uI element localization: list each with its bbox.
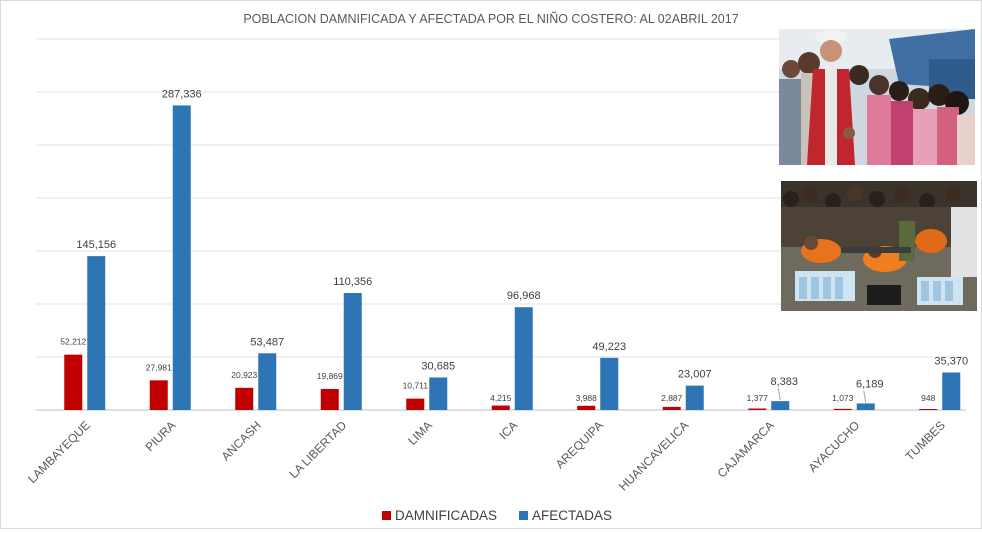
bar-damnificadas-lima [406, 398, 425, 410]
bar-afectadas-ancash [258, 353, 277, 410]
bar-afectadas-lambayeque [87, 256, 106, 410]
x-tick-label-lambayeque: LAMBAYEQUE [25, 418, 93, 486]
leader-line-cajamarca [777, 388, 781, 401]
bar-afectadas-ayacucho [856, 403, 875, 410]
data-label-damnificadas-piura: 27,981 [146, 362, 172, 372]
bar-damnificadas-ayacucho [833, 408, 852, 410]
x-tick-label-huancavelica: HUANCAVELICA [616, 418, 691, 493]
data-label-damnificadas-lambayeque: 52,212 [60, 337, 86, 347]
legend-swatch-afectadas [519, 511, 528, 520]
bar-afectadas-lima [429, 377, 448, 410]
bar-damnificadas-ica [491, 405, 510, 410]
bar-damnificadas-tumbes [919, 408, 938, 410]
x-tick-label-arequipa: AREQUIPA [553, 418, 606, 471]
bar-afectadas-tumbes [942, 372, 961, 410]
legend-label-afectadas: AFECTADAS [532, 508, 612, 523]
bar-afectadas-cajamarca [771, 401, 790, 410]
bar-damnificadas-ancash [235, 387, 254, 410]
legend-label-damnificadas: DAMNIFICADAS [395, 508, 497, 523]
bar-damnificadas-lambayeque [64, 354, 83, 410]
data-label-afectadas-ayacucho: 6,189 [856, 378, 884, 390]
leader-line-ayacucho [863, 390, 867, 403]
data-label-damnificadas-arequipa: 3,988 [576, 393, 598, 403]
data-label-afectadas-lima: 30,685 [421, 360, 455, 372]
x-tick-label-piura: PIURA [143, 418, 179, 454]
bars [64, 105, 961, 411]
x-tick-label-ancash: ANCASH [219, 418, 264, 463]
legend-swatch-damnificadas [382, 511, 391, 520]
data-label-afectadas-arequipa: 49,223 [592, 341, 626, 353]
data-label-damnificadas-cajamarca: 1,377 [747, 393, 769, 403]
data-label-damnificadas-ayacucho: 1,073 [832, 393, 854, 403]
x-tick-labels: LAMBAYEQUE PIURA ANCASH LA LIBERTAD LIMA ICA A… [25, 418, 948, 494]
x-tick-label-cajamarca: CAJAMARCA [715, 418, 777, 480]
data-label-damnificadas-ancash: 20,923 [231, 370, 257, 380]
chart-title: POBLACION DAMNIFICADA Y AFECTADA POR EL … [243, 12, 738, 26]
bar-afectadas-huancavelica [685, 385, 704, 410]
data-label-afectadas-la-libertad: 110,356 [333, 276, 372, 288]
bar-afectadas-piura [172, 105, 191, 411]
bar-damnificadas-arequipa [577, 405, 596, 410]
data-label-afectadas-piura: 287,336 [162, 88, 202, 100]
bar-afectadas-ica [514, 307, 533, 410]
data-label-damnificadas-lima: 10,711 [403, 381, 429, 391]
crowd-photo-illustration [779, 29, 975, 165]
bar-damnificadas-la-libertad [320, 388, 339, 410]
x-tick-label-tumbes: TUMBES [903, 418, 948, 463]
relief-photo-illustration [781, 181, 977, 311]
bar-damnificadas-huancavelica [662, 406, 681, 410]
data-label-afectadas-tumbes: 35,370 [934, 356, 968, 368]
bar-damnificadas-piura [149, 380, 168, 410]
relief-workers-water-bottles-photo [781, 181, 977, 311]
legend: DAMNIFICADAS AFECTADAS [382, 508, 612, 523]
data-label-afectadas-lambayeque: 145,156 [76, 239, 116, 251]
x-tick-label-la-libertad: LA LIBERTAD [286, 418, 349, 481]
x-tick-label-lima: LIMA [405, 418, 435, 448]
bar-afectadas-arequipa [600, 357, 619, 410]
data-label-afectadas-cajamarca: 8,383 [770, 376, 798, 388]
bar-damnificadas-cajamarca [748, 408, 767, 410]
bar-afectadas-la-libertad [343, 293, 362, 410]
x-tick-label-ayacucho: AYACUCHO [806, 418, 863, 475]
data-label-damnificadas-huancavelica: 2,887 [661, 393, 683, 403]
data-label-damnificadas-ica: 4,215 [490, 393, 512, 403]
data-labels: 52,212 145,156 27,981 287,336 20,923 53,487 19… [60, 88, 968, 403]
leader-lines [777, 388, 867, 403]
data-label-afectadas-huancavelica: 23,007 [678, 369, 712, 381]
data-label-damnificadas-la-libertad: 19,869 [317, 371, 343, 381]
data-label-afectadas-ancash: 53,487 [250, 336, 284, 348]
data-label-damnificadas-tumbes: 948 [921, 393, 935, 403]
data-label-afectadas-ica: 96,968 [507, 290, 541, 302]
x-tick-label-ica: ICA [496, 418, 520, 442]
crowd-with-official-photo [779, 29, 975, 165]
